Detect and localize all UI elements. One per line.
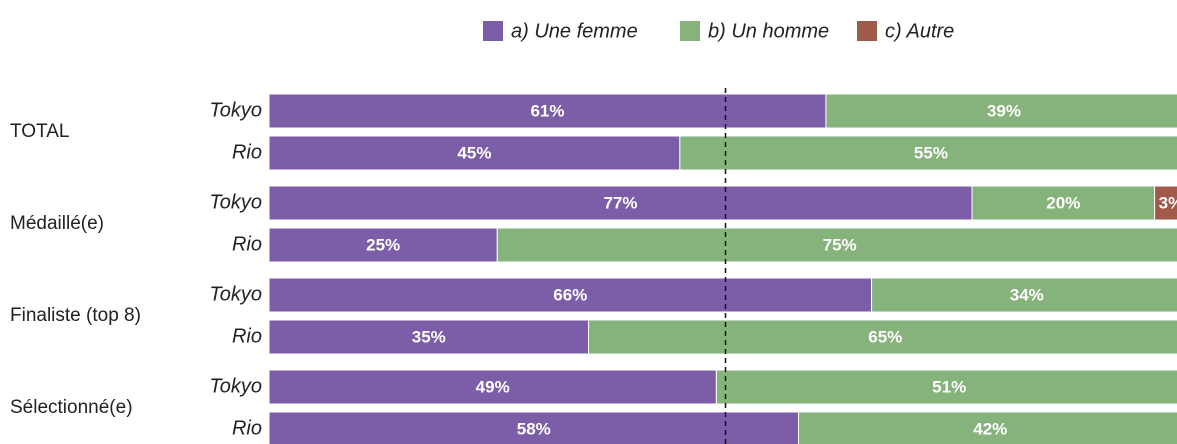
bar-segment <box>825 93 1177 129</box>
group-label: Sélectionné(e) <box>10 397 133 418</box>
legend-swatch <box>483 21 503 41</box>
data-label: 49% <box>476 377 510 396</box>
data-label: 25% <box>366 235 400 254</box>
legend-label: a) Une femme <box>511 20 638 42</box>
group-label: Médaillé(e) <box>10 213 104 234</box>
data-label: 35% <box>412 327 446 346</box>
subcategory-label: Tokyo <box>209 283 262 305</box>
bar-segment <box>679 135 1177 171</box>
data-label: 55% <box>914 143 948 162</box>
subcategory-label: Tokyo <box>209 375 262 397</box>
bar-segment <box>268 93 827 129</box>
legend-swatch <box>680 21 700 41</box>
data-label: 3% <box>1159 193 1177 212</box>
legend-label: b) Un homme <box>708 20 829 42</box>
subcategory-label: Tokyo <box>209 191 262 213</box>
subcategory-label: Rio <box>232 325 262 347</box>
data-label: 51% <box>932 377 966 396</box>
bar-segment <box>798 411 1177 444</box>
subcategory-label: Rio <box>232 141 262 163</box>
subcategory-label: Tokyo <box>209 99 262 121</box>
data-label: 61% <box>530 101 564 120</box>
subcategory-label: Rio <box>232 417 262 439</box>
data-label: 34% <box>1010 285 1044 304</box>
data-label: 66% <box>553 285 587 304</box>
bar-segment <box>1154 185 1177 221</box>
bar-segment <box>588 319 1177 355</box>
bar-segment <box>268 369 717 405</box>
bar-segment <box>268 227 498 263</box>
group-label: Finaliste (top 8) <box>10 305 141 326</box>
bar-segment <box>871 277 1177 313</box>
bar-segment <box>268 277 873 313</box>
bar-segment <box>715 369 1177 405</box>
legend-label: c) Autre <box>885 20 954 42</box>
bar-segment <box>268 135 681 171</box>
data-label: 65% <box>868 327 902 346</box>
data-label: 45% <box>457 143 491 162</box>
bar-segment <box>496 227 1177 263</box>
legend-swatch <box>857 21 877 41</box>
data-label: 20% <box>1046 193 1080 212</box>
data-label: 77% <box>603 193 637 212</box>
subcategory-label: Rio <box>232 233 262 255</box>
data-label: 39% <box>987 101 1021 120</box>
bar-segment <box>268 319 590 355</box>
data-label: 42% <box>973 419 1007 438</box>
data-label: 58% <box>517 419 551 438</box>
data-label: 75% <box>823 235 857 254</box>
group-label: TOTAL <box>10 121 69 142</box>
